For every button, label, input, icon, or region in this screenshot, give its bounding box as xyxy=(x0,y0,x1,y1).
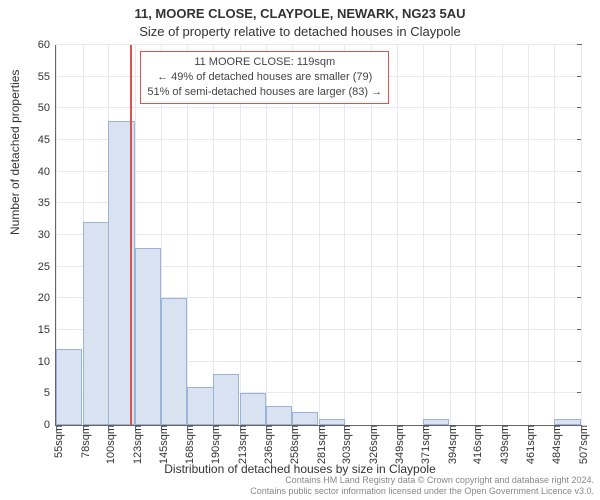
histogram-bar xyxy=(161,298,187,425)
x-tick-label: 303sqm xyxy=(335,425,353,464)
attribution-line2: Contains public sector information licen… xyxy=(250,486,594,497)
annotation-line: 51% of semi-detached houses are larger (… xyxy=(147,85,382,100)
x-tick-mark xyxy=(502,425,503,430)
annotation-box: 11 MOORE CLOSE: 119sqm← 49% of detached … xyxy=(140,51,389,104)
x-tick-label: 371sqm xyxy=(414,425,432,464)
x-axis-label: Distribution of detached houses by size … xyxy=(0,462,600,476)
histogram-bar xyxy=(319,419,345,425)
x-tick-mark xyxy=(344,425,345,430)
y-tick-label: 20 xyxy=(38,292,56,304)
histogram-bar xyxy=(135,248,161,425)
histogram-bar xyxy=(83,222,109,425)
y-tick-label: 55 xyxy=(38,71,56,83)
gridline-v xyxy=(423,45,424,425)
histogram-bar xyxy=(554,419,580,425)
attribution-text: Contains HM Land Registry data © Crown c… xyxy=(250,475,594,497)
y-tick-label: 15 xyxy=(38,324,56,336)
x-tick-mark xyxy=(187,425,188,430)
histogram-bar xyxy=(292,412,318,425)
x-tick-mark xyxy=(161,425,162,430)
chart-container: 11, MOORE CLOSE, CLAYPOLE, NEWARK, NG23 … xyxy=(0,0,600,500)
chart-title-line2: Size of property relative to detached ho… xyxy=(0,24,600,39)
x-tick-label: 190sqm xyxy=(204,425,222,464)
y-tick-label: 5 xyxy=(44,387,56,399)
gridline-v xyxy=(450,45,451,425)
x-tick-mark xyxy=(397,425,398,430)
gridline-v xyxy=(502,45,503,425)
x-tick-label: 213sqm xyxy=(231,425,249,464)
plot-area: 05101520253035404550556055sqm78sqm100sqm… xyxy=(55,45,581,426)
y-tick-label: 35 xyxy=(38,197,56,209)
subject-marker-line xyxy=(130,45,132,425)
x-tick-mark xyxy=(213,425,214,430)
x-tick-mark xyxy=(475,425,476,430)
x-tick-label: 439sqm xyxy=(493,425,511,464)
x-tick-mark xyxy=(450,425,451,430)
chart-title-line1: 11, MOORE CLOSE, CLAYPOLE, NEWARK, NG23 … xyxy=(0,6,600,21)
gridline-v xyxy=(554,45,555,425)
x-tick-label: 484sqm xyxy=(545,425,563,464)
x-tick-mark xyxy=(240,425,241,430)
histogram-bar xyxy=(266,406,292,425)
annotation-line: 11 MOORE CLOSE: 119sqm xyxy=(147,55,382,70)
x-tick-mark xyxy=(56,425,57,430)
attribution-line1: Contains HM Land Registry data © Crown c… xyxy=(250,475,594,486)
x-tick-label: 168sqm xyxy=(178,425,196,464)
x-tick-label: 394sqm xyxy=(441,425,459,464)
histogram-bar xyxy=(213,374,239,425)
gridline-v xyxy=(528,45,529,425)
gridline-v xyxy=(581,45,582,425)
x-tick-mark xyxy=(135,425,136,430)
y-tick-label: 50 xyxy=(38,102,56,114)
x-tick-mark xyxy=(371,425,372,430)
x-tick-label: 123sqm xyxy=(126,425,144,464)
x-tick-mark xyxy=(423,425,424,430)
y-tick-label: 10 xyxy=(38,356,56,368)
x-tick-label: 145sqm xyxy=(152,425,170,464)
x-tick-label: 461sqm xyxy=(519,425,537,464)
x-tick-label: 349sqm xyxy=(388,425,406,464)
x-tick-mark xyxy=(292,425,293,430)
annotation-line: ← 49% of detached houses are smaller (79… xyxy=(147,70,382,85)
y-tick-label: 40 xyxy=(38,166,56,178)
x-tick-label: 236sqm xyxy=(257,425,275,464)
y-tick-label: 60 xyxy=(38,39,56,51)
histogram-bar xyxy=(187,387,213,425)
x-tick-mark xyxy=(108,425,109,430)
x-tick-mark xyxy=(554,425,555,430)
gridline-v xyxy=(475,45,476,425)
x-tick-mark xyxy=(528,425,529,430)
x-tick-label: 416sqm xyxy=(466,425,484,464)
x-tick-mark xyxy=(581,425,582,430)
y-tick-label: 25 xyxy=(38,261,56,273)
histogram-bar xyxy=(423,419,449,425)
x-tick-label: 100sqm xyxy=(99,425,117,464)
histogram-bar xyxy=(240,393,266,425)
x-tick-label: 326sqm xyxy=(362,425,380,464)
histogram-bar xyxy=(56,349,82,425)
y-axis-label: Number of detached properties xyxy=(8,70,22,235)
x-tick-label: 507sqm xyxy=(572,425,590,464)
gridline-v xyxy=(397,45,398,425)
x-tick-mark xyxy=(266,425,267,430)
x-tick-mark xyxy=(83,425,84,430)
y-tick-label: 45 xyxy=(38,134,56,146)
y-tick-label: 30 xyxy=(38,229,56,241)
x-tick-mark xyxy=(319,425,320,430)
x-tick-label: 281sqm xyxy=(310,425,328,464)
x-tick-label: 258sqm xyxy=(283,425,301,464)
